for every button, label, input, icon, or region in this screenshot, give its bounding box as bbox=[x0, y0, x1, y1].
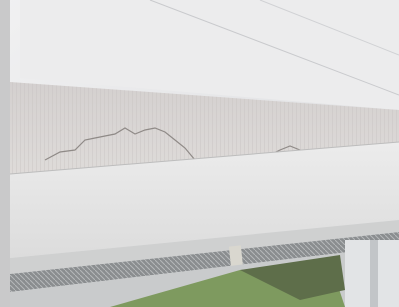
left-wall bbox=[0, 0, 10, 307]
photo bbox=[0, 0, 399, 307]
window-post bbox=[370, 240, 378, 307]
page: {} bbox=[0, 0, 399, 307]
